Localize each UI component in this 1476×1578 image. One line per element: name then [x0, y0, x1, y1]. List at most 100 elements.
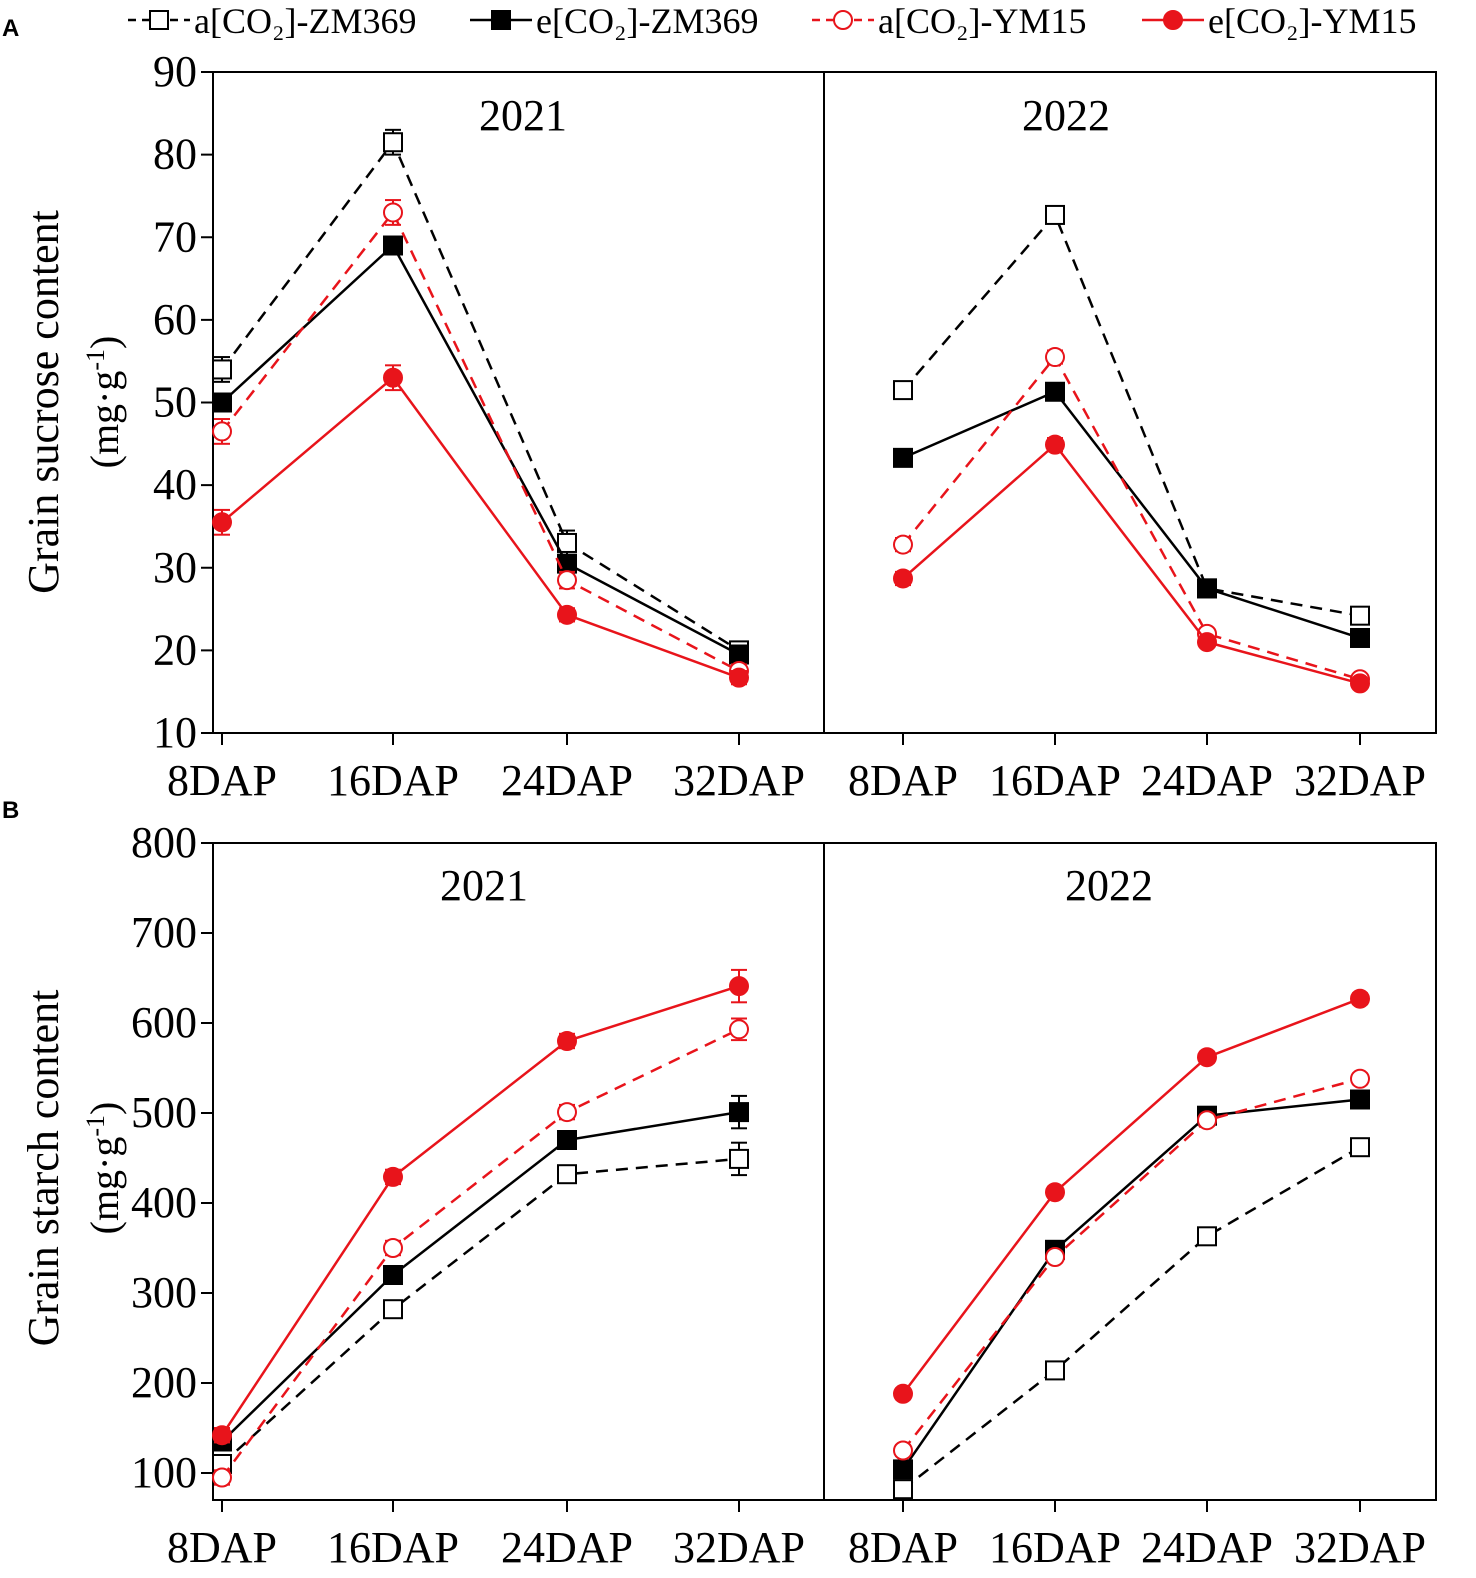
subplot-2022: 2022 8DAP 16DAP 24DAP 32DAP — [848, 861, 1426, 1572]
x-tick-label: 8DAP — [848, 1523, 958, 1572]
series-line — [221, 210, 740, 673]
data-point — [893, 1459, 913, 1480]
y-axis-unit-base: (mg·g — [82, 1137, 127, 1235]
y-tick-label: 80 — [153, 130, 197, 179]
series-2 — [893, 1089, 1370, 1480]
y-axis-unit-sup: -1 — [81, 349, 110, 371]
series-line — [221, 243, 740, 656]
legend-marker — [1163, 10, 1183, 30]
y-tick-label: 60 — [153, 295, 197, 344]
data-point — [557, 1031, 577, 1051]
y-tick-label: 700 — [131, 908, 197, 957]
x-tick-label: 16DAP — [327, 1523, 459, 1572]
legend-marker — [149, 10, 169, 30]
legend-entry: e[CO₂]-YM15 — [1142, 1, 1417, 41]
series-line — [221, 1110, 740, 1443]
legend-label: e[CO₂]-ZM369 — [536, 1, 759, 41]
subplot-title: 2021 — [479, 91, 567, 140]
data-point — [1045, 1247, 1065, 1267]
x-tick-label: 16DAP — [327, 756, 459, 805]
data-point — [893, 1440, 913, 1461]
data-point — [1350, 1068, 1370, 1089]
y-tick-label: 100 — [131, 1448, 197, 1497]
data-point — [893, 1383, 913, 1404]
x-tick-label: 32DAP — [1294, 756, 1426, 805]
legend-entry: e[CO₂]-ZM369 — [470, 1, 759, 41]
data-point — [557, 1130, 577, 1150]
y-axis-unit-close: ) — [82, 336, 127, 349]
series-line — [902, 354, 1361, 681]
data-point — [1350, 673, 1370, 694]
panel-A: A 10 20 30 40 50 60 70 80 90 Grain sucrose content… — [2, 15, 1437, 805]
x-tick-label: 8DAP — [167, 1523, 277, 1572]
data-point — [893, 1479, 913, 1500]
series-3 — [212, 199, 749, 682]
legend-entry: a[CO₂]-ZM369 — [128, 1, 417, 41]
series-line — [902, 1077, 1361, 1452]
subplot-2022: 2022 8DAP 16DAP 24DAP 32DAP — [848, 91, 1426, 805]
data-point — [1045, 434, 1065, 455]
data-point — [1045, 381, 1065, 402]
y-axis-unit: (mg·g-1) — [81, 1102, 127, 1235]
data-point — [1045, 1360, 1065, 1381]
series-line — [220, 984, 740, 1436]
y-tick-label: 30 — [153, 543, 197, 592]
x-tick-label: 24DAP — [501, 1523, 633, 1572]
data-point — [383, 132, 403, 153]
y-tick-label: 20 — [153, 625, 197, 674]
data-point — [1350, 605, 1370, 626]
series-line — [901, 1098, 1361, 1471]
data-point — [893, 534, 913, 555]
x-tick-label: 32DAP — [673, 1523, 805, 1572]
data-point — [729, 976, 749, 997]
x-tick-label: 32DAP — [673, 756, 805, 805]
x-tick-label: 8DAP — [167, 756, 277, 805]
data-point — [1350, 627, 1370, 648]
y-axis-label: Grain sucrose content — [19, 210, 68, 594]
data-point — [729, 1019, 749, 1040]
series-line — [902, 997, 1361, 1395]
data-point — [557, 1164, 577, 1185]
series-2 — [893, 381, 1370, 648]
series-line — [220, 1028, 740, 1479]
y-tick-label: 600 — [131, 998, 197, 1047]
x-tick-label: 16DAP — [989, 756, 1121, 805]
y-axis-title: Grain sucrose content (mg·g-1) — [19, 210, 127, 594]
data-point — [729, 644, 749, 665]
y-axis-label: Grain starch content — [19, 990, 68, 1347]
series-3 — [893, 347, 1370, 690]
y-tick-label: 70 — [153, 212, 197, 261]
x-tick-label: 24DAP — [1141, 756, 1273, 805]
data-point — [383, 1299, 403, 1320]
legend-label: a[CO₂]-ZM369 — [194, 1, 417, 41]
subplot-2021: 2021 8DAP 16DAP 24DAP 32DAP — [167, 91, 805, 805]
x-tick-label: 16DAP — [989, 1523, 1121, 1572]
series-line — [221, 1157, 740, 1465]
data-point — [557, 553, 577, 574]
series-2 — [212, 235, 749, 665]
series-line — [221, 139, 740, 652]
panel-label: B — [2, 797, 19, 824]
data-point — [557, 1102, 577, 1123]
y-tick-label: 800 — [131, 818, 197, 867]
data-point — [1350, 988, 1370, 1009]
series-line — [221, 375, 740, 679]
data-point — [1197, 578, 1217, 599]
y-tick-label: 90 — [153, 47, 197, 96]
subplot-2021: 2021 8DAP 16DAP 24DAP 32DAP — [167, 861, 805, 1572]
series-4 — [893, 434, 1370, 694]
y-tick-label: 300 — [131, 1268, 197, 1317]
data-point — [1197, 1226, 1217, 1247]
legend-entry: a[CO₂]-YM15 — [812, 1, 1087, 41]
data-point — [1045, 1182, 1065, 1203]
subplot-title: 2022 — [1022, 91, 1110, 140]
series-line — [902, 390, 1361, 640]
y-tick-label: 40 — [153, 460, 197, 509]
data-point — [1197, 632, 1217, 653]
legend-label: e[CO₂]-YM15 — [1208, 1, 1417, 41]
series-1 — [212, 128, 749, 661]
data-point — [1197, 1110, 1217, 1131]
data-point — [893, 447, 913, 468]
data-point — [212, 392, 232, 413]
